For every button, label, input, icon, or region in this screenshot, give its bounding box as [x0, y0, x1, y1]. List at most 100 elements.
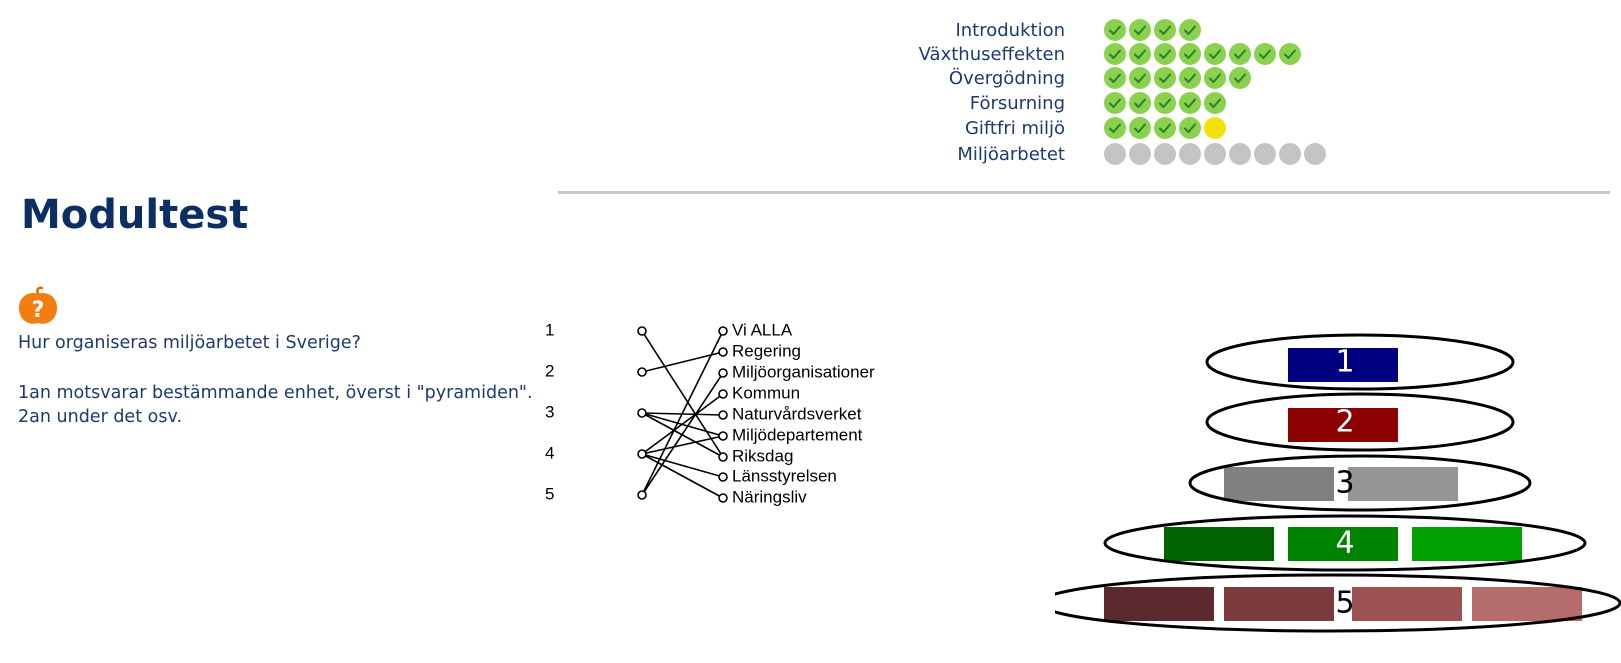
- step-complete-check-icon: [1229, 67, 1251, 89]
- matching-exercise[interactable]: 1 2 3 4 5 Vi ALLA Regering Miljöorganisationer…: [545, 320, 925, 520]
- connection-line: [641, 393, 724, 455]
- connection-line: [641, 351, 724, 373]
- module-progress-panel: Introduktion Växthuseffekten Övergödning Fö…: [0, 0, 1621, 200]
- step-pending-icon: [1279, 143, 1301, 165]
- level-number: 4: [545, 443, 554, 462]
- left-connector-node[interactable]: [637, 449, 647, 459]
- tier-number: 1: [1335, 345, 1354, 380]
- right-connector-node[interactable]: [718, 452, 728, 462]
- option-label: Näringsliv: [732, 487, 807, 506]
- pyramid-tier: 2: [1205, 392, 1515, 452]
- step-pending-icon: [1304, 143, 1326, 165]
- left-connector-node[interactable]: [637, 490, 647, 500]
- step-current-icon: [1204, 117, 1226, 139]
- connection-line: [641, 453, 724, 478]
- tier-block: [1224, 587, 1334, 621]
- right-connector-node[interactable]: [718, 389, 728, 399]
- step-complete-check-icon: [1204, 43, 1226, 65]
- step-complete-check-icon: [1179, 117, 1201, 139]
- step-complete-check-icon: [1104, 92, 1126, 114]
- pyramid-tier: 4: [1103, 514, 1587, 572]
- step-pending-icon: [1179, 143, 1201, 165]
- step-pending-icon: [1129, 143, 1151, 165]
- step-complete-check-icon: [1179, 19, 1201, 41]
- tier-block: [1472, 587, 1582, 621]
- connection-line: [641, 453, 724, 499]
- module-label: Miljöarbetet: [957, 144, 1065, 165]
- tier-block: [1224, 467, 1334, 501]
- module-label: Växthuseffekten: [918, 44, 1065, 65]
- step-complete-check-icon: [1154, 43, 1176, 65]
- step-complete-check-icon: [1154, 67, 1176, 89]
- module-label: Introduktion: [955, 20, 1065, 41]
- right-connector-node[interactable]: [718, 431, 728, 441]
- option-label: Riksdag: [732, 446, 793, 465]
- option-label: Regering: [732, 341, 801, 360]
- tier-number: 3: [1335, 466, 1354, 501]
- step-complete-check-icon: [1129, 92, 1151, 114]
- step-complete-check-icon: [1104, 67, 1126, 89]
- option-label: Länsstyrelsen: [732, 466, 837, 485]
- tier-block: [1348, 467, 1458, 501]
- pyramid-tier: 3: [1188, 454, 1532, 512]
- step-complete-check-icon: [1204, 92, 1226, 114]
- step-complete-check-icon: [1204, 67, 1226, 89]
- level-number: 1: [545, 320, 554, 339]
- page-title: Modultest: [21, 192, 249, 238]
- step-complete-check-icon: [1154, 117, 1176, 139]
- step-complete-check-icon: [1129, 67, 1151, 89]
- right-connector-node[interactable]: [718, 368, 728, 378]
- step-complete-check-icon: [1154, 92, 1176, 114]
- step-complete-check-icon: [1129, 117, 1151, 139]
- step-complete-check-icon: [1229, 43, 1251, 65]
- step-complete-check-icon: [1254, 43, 1276, 65]
- step-complete-check-icon: [1154, 19, 1176, 41]
- divider: [558, 191, 1610, 194]
- tier-block: [1288, 408, 1398, 442]
- step-complete-check-icon: [1129, 19, 1151, 41]
- step-complete-check-icon: [1104, 117, 1126, 139]
- step-complete-check-icon: [1179, 92, 1201, 114]
- step-complete-check-icon: [1179, 43, 1201, 65]
- question-apple-icon: ?: [19, 286, 57, 324]
- step-complete-check-icon: [1104, 19, 1126, 41]
- step-complete-check-icon: [1104, 43, 1126, 65]
- step-pending-icon: [1204, 143, 1226, 165]
- right-connector-node[interactable]: [718, 410, 728, 420]
- level-number: 3: [545, 402, 554, 421]
- step-pending-icon: [1254, 143, 1276, 165]
- right-connector-node[interactable]: [718, 347, 728, 357]
- step-pending-icon: [1229, 143, 1251, 165]
- right-connector-node[interactable]: [718, 326, 728, 336]
- pyramid-diagram: 1 2 3 4 5: [1055, 333, 1621, 633]
- left-connector-node[interactable]: [637, 408, 647, 418]
- pyramid-tier: 5: [1055, 573, 1621, 633]
- level-number: 5: [545, 484, 554, 503]
- connection-line: [641, 330, 724, 496]
- connection-line: [641, 372, 724, 496]
- tier-outline: [1055, 573, 1621, 633]
- step-pending-icon: [1104, 143, 1126, 165]
- left-connector-node[interactable]: [637, 367, 647, 377]
- right-connector-node[interactable]: [718, 472, 728, 482]
- pyramid-tier: 1: [1205, 333, 1515, 391]
- module-label: Övergödning: [948, 68, 1065, 89]
- option-label: Miljödepartement: [732, 425, 863, 444]
- tier-block: [1288, 527, 1398, 561]
- left-connector-node[interactable]: [637, 326, 647, 336]
- tier-block: [1164, 527, 1274, 561]
- question-prompt: Hur organiseras miljöarbetet i Sverige?: [18, 333, 361, 353]
- svg-text:?: ?: [32, 298, 45, 323]
- tier-block: [1288, 348, 1398, 382]
- option-label: Naturvårdsverket: [732, 404, 862, 423]
- option-label: Kommun: [732, 383, 800, 402]
- tier-outline: [1188, 454, 1532, 512]
- tier-number: 5: [1335, 586, 1354, 621]
- tier-outline: [1205, 392, 1515, 452]
- right-connector-node[interactable]: [718, 493, 728, 503]
- step-complete-check-icon: [1279, 43, 1301, 65]
- connection-line: [641, 435, 724, 455]
- level-number: 2: [545, 361, 554, 380]
- step-complete-check-icon: [1129, 43, 1151, 65]
- module-label: Försurning: [969, 93, 1065, 114]
